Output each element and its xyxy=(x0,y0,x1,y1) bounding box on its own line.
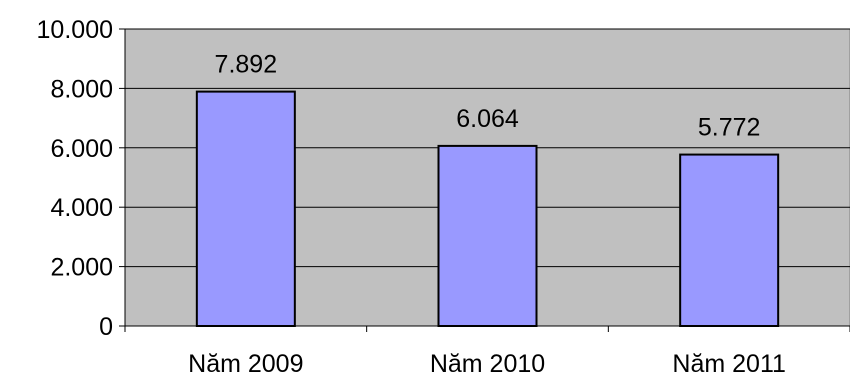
y-tick-label: 2.000 xyxy=(50,254,113,282)
bars xyxy=(195,90,780,327)
bar-1 xyxy=(195,90,296,327)
y-tick-label: 0 xyxy=(99,313,113,341)
y-tick-label: 6.000 xyxy=(50,135,113,163)
bar-3 xyxy=(679,153,780,327)
x-tick-label: Năm 2011 xyxy=(672,350,786,378)
data-label: 7.892 xyxy=(215,51,278,79)
y-tick-label: 10.000 xyxy=(37,16,113,44)
data-label: 5.772 xyxy=(698,114,761,142)
y-tick-label: 8.000 xyxy=(50,75,113,103)
bar-2 xyxy=(437,144,538,327)
x-tick-label: Năm 2010 xyxy=(430,350,545,378)
x-tick-labels: Năm 2009 Năm 2010 Năm 2011 xyxy=(188,350,786,378)
y-tick-labels: 0 2.000 4.000 6.000 8.000 10.000 xyxy=(37,16,113,341)
y-tick-label: 4.000 xyxy=(50,194,113,222)
x-tick-label: Năm 2009 xyxy=(188,350,303,378)
data-labels: 7.892 6.064 5.772 xyxy=(215,51,761,142)
data-label: 6.064 xyxy=(456,105,519,133)
